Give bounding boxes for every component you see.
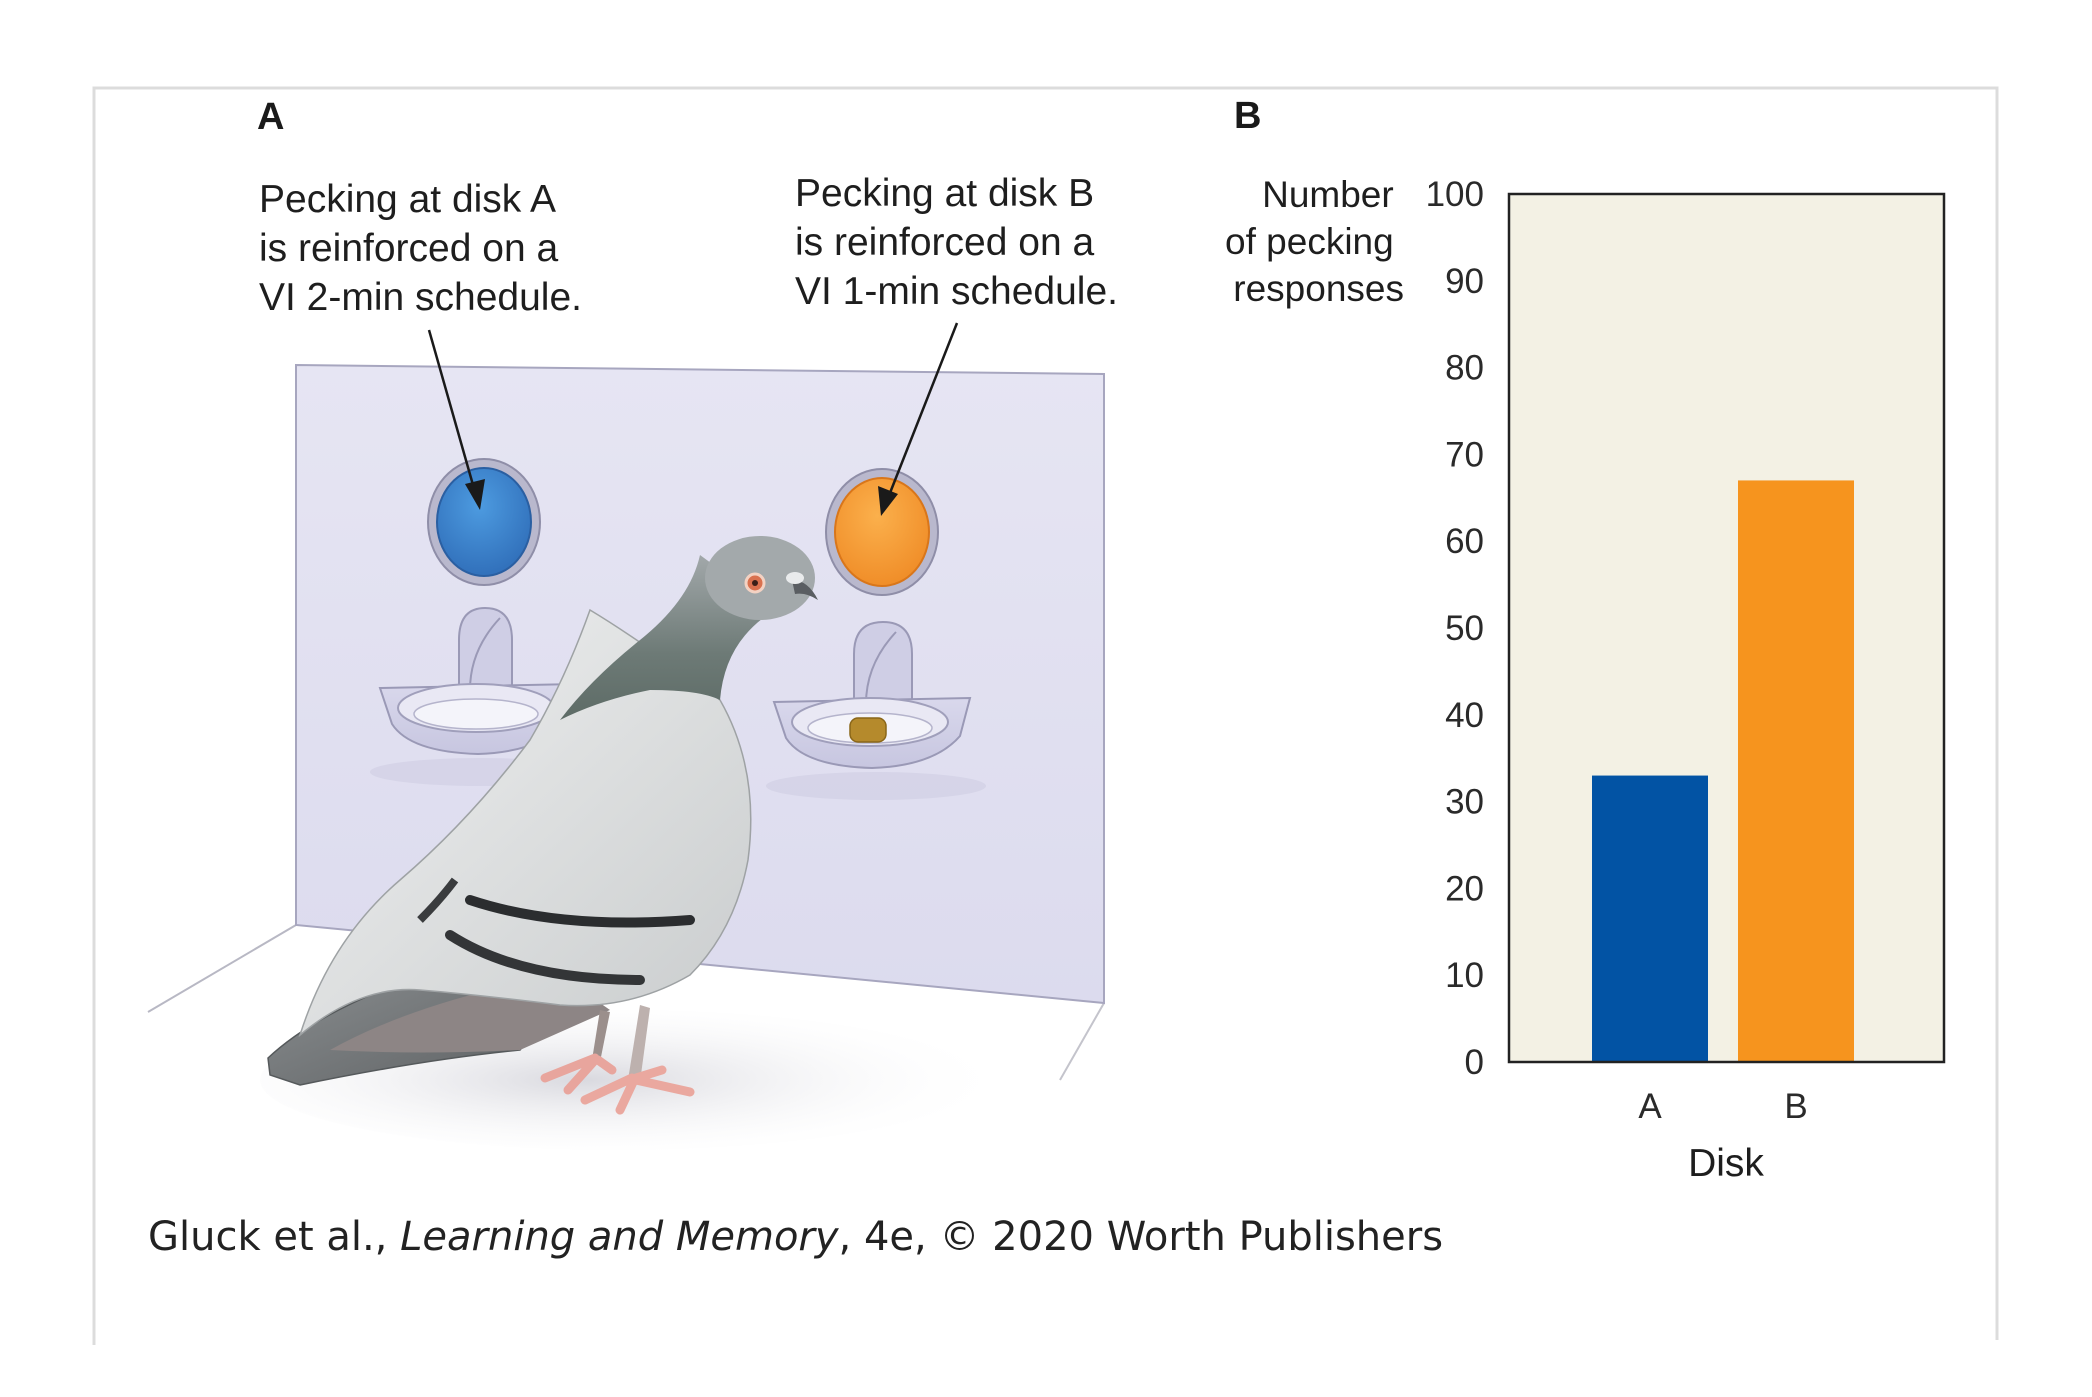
- y-tick-label: 20: [1445, 869, 1484, 908]
- feeder-b: [766, 620, 986, 800]
- y-tick-label: 50: [1445, 609, 1484, 648]
- y-tick-label: 80: [1445, 349, 1484, 388]
- y-axis-label: Number of pecking responses: [1225, 174, 1404, 309]
- panel-b-label: B: [1234, 95, 1261, 137]
- food-pellet: [849, 717, 887, 743]
- y-axis-label-line-2: of pecking: [1225, 221, 1394, 262]
- plot-area: [1509, 194, 1944, 1062]
- arrow-to-disk-b: [878, 322, 959, 516]
- citation-title: Learning and Memory: [400, 1214, 840, 1260]
- callout-disk-a: Pecking at disk A is reinforced on a VI …: [259, 178, 582, 319]
- y-tick-label: 0: [1465, 1043, 1484, 1082]
- y-tick-label: 90: [1445, 262, 1484, 301]
- y-tick-label: 70: [1445, 435, 1484, 474]
- callout-disk-b-line-1: Pecking at disk B: [795, 172, 1094, 215]
- x-category-label: B: [1784, 1087, 1807, 1126]
- pigeon-feet: [540, 1053, 695, 1115]
- panel-b: B Number of pecking responses 0 10 20 30 40 5…: [1225, 95, 1946, 1185]
- bars: [1592, 480, 1854, 1062]
- x-category-label: A: [1638, 1087, 1662, 1126]
- callout-disk-b: Pecking at disk B is reinforced on a VI …: [795, 172, 1118, 313]
- callout-disk-b-line-3: VI 1-min schedule.: [795, 270, 1118, 313]
- panel-a: A: [147, 96, 1118, 1150]
- y-tick-label: 10: [1445, 956, 1484, 995]
- arrow-to-disk-a: [427, 329, 485, 510]
- pigeon-illustration: [267, 536, 818, 1115]
- callout-disk-a-line-2: is reinforced on a: [259, 227, 558, 270]
- citation-rest: , 4e, © 2020 Worth Publishers: [839, 1214, 1444, 1260]
- disk-b: [825, 468, 939, 596]
- y-axis-label-line-3: responses: [1233, 268, 1404, 309]
- citation-authors: Gluck et al.,: [148, 1214, 387, 1260]
- pigeon-beak: [792, 580, 818, 600]
- callout-disk-a-line-1: Pecking at disk A: [259, 178, 556, 221]
- x-axis-label: Disk: [1688, 1142, 1764, 1185]
- y-tick-label: 30: [1445, 783, 1484, 822]
- y-tick-label: 40: [1445, 696, 1484, 735]
- panel-a-label: A: [257, 96, 284, 138]
- bar-b: [1738, 480, 1854, 1062]
- y-tick-label: 100: [1426, 175, 1484, 214]
- callout-disk-a-line-3: VI 2-min schedule.: [259, 276, 582, 319]
- plot-frame: [1507, 192, 1946, 1064]
- disk-a: [427, 458, 541, 586]
- citation: Gluck et al., Learning and Memory, 4e, ©…: [148, 1214, 1443, 1260]
- y-axis-label-line-1: Number: [1262, 174, 1394, 215]
- callout-disk-b-line-2: is reinforced on a: [795, 221, 1094, 264]
- bar-a: [1592, 775, 1708, 1062]
- y-tick-label: 60: [1445, 522, 1484, 561]
- y-ticks: 0 10 20 30 40 50 60 70 80 90 100: [1426, 175, 1484, 1082]
- figure-frame: [92, 86, 1999, 1345]
